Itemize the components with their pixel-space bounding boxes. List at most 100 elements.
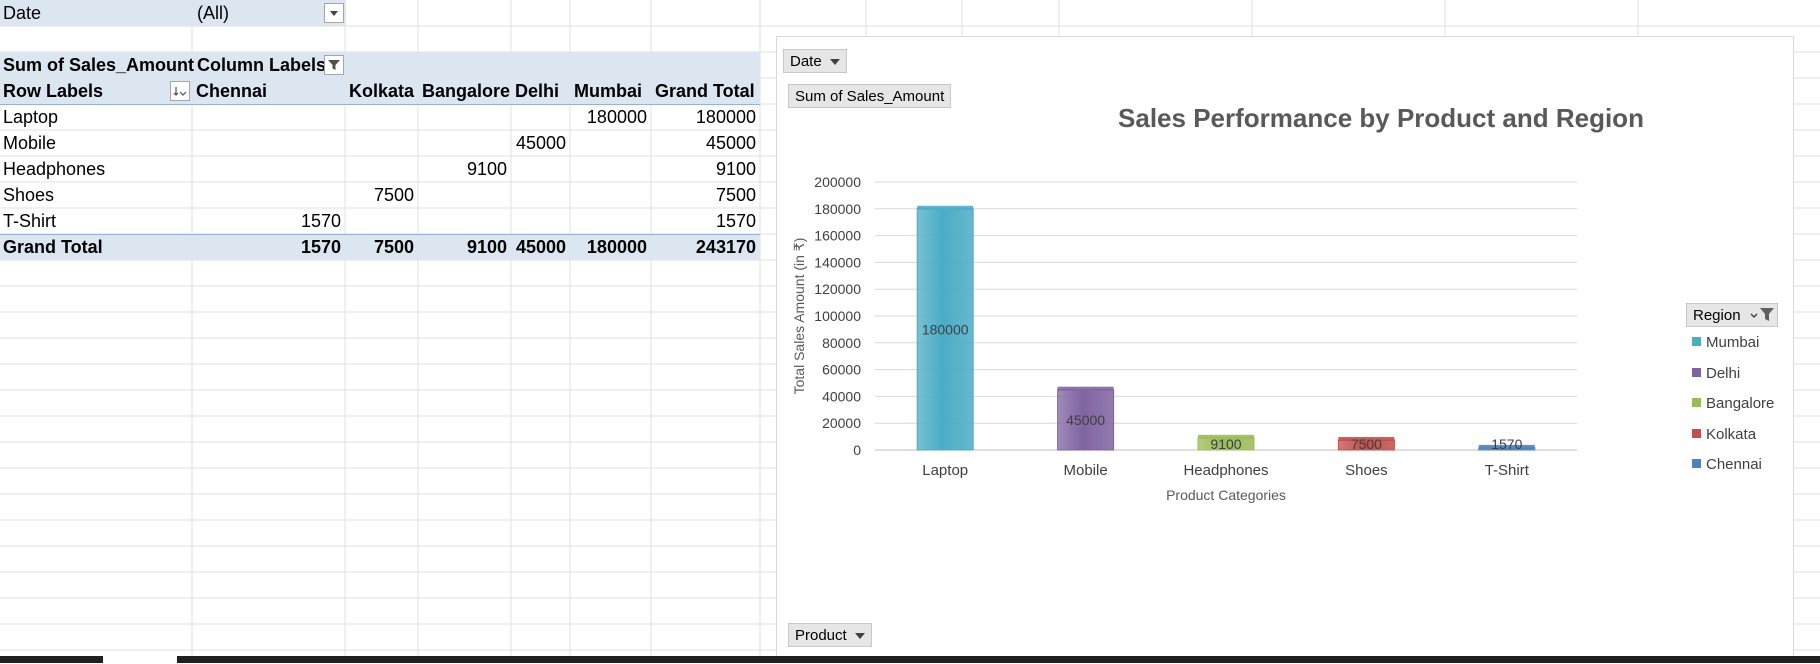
chevron-down-icon xyxy=(854,633,865,640)
chart-value-field-button[interactable]: Sum of Sales_Amount xyxy=(788,84,952,108)
column-header-grand-total: Grand Total xyxy=(655,81,755,101)
y-tick-label: 160000 xyxy=(814,228,861,244)
bar-mobile xyxy=(1057,386,1115,451)
bar-top-cap xyxy=(1198,434,1254,439)
chart-value-label: Sum of Sales_Amount xyxy=(795,88,945,105)
chart-product-filter-button[interactable]: Product xyxy=(788,623,872,647)
pivot-value-cell xyxy=(511,156,566,182)
pivot-value-cell xyxy=(570,208,647,234)
pivot-value-cell xyxy=(570,156,647,182)
bar-top-cap xyxy=(917,205,974,210)
y-tick-label: 60000 xyxy=(822,362,861,378)
y-tick-label: 0 xyxy=(853,442,861,458)
pivot-header-band xyxy=(0,52,760,104)
grand-total-band xyxy=(0,234,760,260)
pivot-value-cell xyxy=(345,208,414,234)
legend-swatch xyxy=(1692,398,1701,407)
row-label: Laptop xyxy=(3,107,59,127)
legend-label: Delhi xyxy=(1706,364,1741,382)
filter-icon xyxy=(328,60,340,70)
bar-headphones xyxy=(1197,434,1255,451)
pivot-value-cell: 9100 xyxy=(466,159,507,179)
bar-t-shirt xyxy=(1478,444,1536,451)
column-header-chennai: Chennai xyxy=(196,81,268,101)
y-tick-label: 120000 xyxy=(814,281,861,297)
bar-laptop xyxy=(916,205,974,451)
bar-top-cap xyxy=(1478,444,1535,449)
pivot-value-cell xyxy=(192,182,341,208)
x-tick-label: Shoes xyxy=(1345,462,1388,479)
chart-plot: Sales Performance by Product and Region 0… xyxy=(791,103,1644,503)
pivot-value-cell: 7500 xyxy=(715,185,756,205)
x-axis-label: Product Categories xyxy=(1166,487,1286,503)
y-tick-label: 100000 xyxy=(814,308,861,324)
pivot-value-cell xyxy=(418,208,507,234)
pivot-value-cell: 180000 xyxy=(695,107,756,127)
row-labels-header: Row Labels xyxy=(3,81,104,101)
grand-total-cell: 7500 xyxy=(373,237,414,257)
pivot-value-cell: 45000 xyxy=(705,133,756,153)
legend-label: Chennai xyxy=(1706,456,1762,473)
pivot-value-cell xyxy=(570,182,647,208)
pivot-header-separator xyxy=(0,104,760,105)
y-tick-label: 20000 xyxy=(822,415,861,431)
y-tick-label: 140000 xyxy=(814,254,861,270)
legend-label: Kolkata xyxy=(1706,425,1757,443)
legend-item-delhi: Delhi xyxy=(1692,365,1740,382)
pivot-value-cell: 45000 xyxy=(515,133,566,153)
legend-label: Mumbai xyxy=(1706,334,1760,351)
legend-label: Bangalore xyxy=(1706,395,1775,412)
row-labels-sort-button[interactable] xyxy=(170,81,190,101)
row-label: Shoes xyxy=(3,185,55,205)
filter-dropdown-button[interactable] xyxy=(324,3,344,23)
grand-total-cell: 45000 xyxy=(515,237,566,257)
grand-total-cell: 9100 xyxy=(466,237,507,257)
pivot-value-cell xyxy=(192,130,341,156)
pivot-value-cell: 180000 xyxy=(586,107,647,127)
chart-date-label: Date xyxy=(790,53,822,70)
chart-product-label: Product xyxy=(795,627,847,644)
data-label: 45000 xyxy=(1066,412,1105,428)
pivot-value-cell xyxy=(570,130,647,156)
y-tick-label: 200000 xyxy=(814,174,861,190)
legend-swatch xyxy=(1692,337,1701,346)
legend-item-mumbai: Mumbai xyxy=(1692,334,1759,351)
pivot-value-cell: 7500 xyxy=(373,185,414,205)
y-tick-label: 80000 xyxy=(822,335,861,351)
bar-top-cap xyxy=(1338,436,1395,441)
data-label: 180000 xyxy=(922,321,969,337)
sheet-tab-gap xyxy=(103,656,177,663)
column-labels-header: Column Labels xyxy=(197,55,327,75)
pivot-value-cell xyxy=(345,130,414,156)
pivot-value-cell xyxy=(418,104,507,130)
legend-item-bangalore: Bangalore xyxy=(1692,395,1774,412)
pivot-value-cell xyxy=(192,104,341,130)
grand-total-label: Grand Total xyxy=(3,237,103,257)
column-labels-filter-button[interactable] xyxy=(324,55,344,75)
bar-shoes xyxy=(1337,436,1395,451)
filter-icon xyxy=(1750,308,1774,321)
column-header-bangalore: Bangalore xyxy=(422,81,511,101)
filter-value[interactable]: (All) xyxy=(197,3,229,23)
x-tick-label: Headphones xyxy=(1183,462,1268,479)
column-header-mumbai: Mumbai xyxy=(574,81,643,101)
pivot-value-cell xyxy=(345,156,414,182)
column-header-kolkata: Kolkata xyxy=(349,81,415,101)
chart-date-filter-button[interactable]: Date xyxy=(783,49,847,73)
chart-region-filter-button[interactable]: Region xyxy=(1686,303,1778,327)
values-header: Sum of Sales_Amount xyxy=(3,55,195,75)
bar-body xyxy=(916,208,974,451)
data-label: 1570 xyxy=(1491,436,1522,452)
grand-total-separator xyxy=(0,234,760,235)
filter-label: Date xyxy=(3,3,42,23)
sheet-tab-bar xyxy=(0,656,1820,663)
x-tick-label: Mobile xyxy=(1064,462,1108,479)
data-label: 7500 xyxy=(1351,436,1382,452)
row-label: T-Shirt xyxy=(3,211,57,231)
pivot-value-cell xyxy=(418,130,507,156)
y-tick-label: 180000 xyxy=(814,201,861,217)
pivot-chart[interactable]: Sales Performance by Product and Region 0… xyxy=(776,36,1794,663)
grand-total-cell: 180000 xyxy=(586,237,647,257)
legend-swatch xyxy=(1692,367,1701,377)
pivot-value-cell: 1570 xyxy=(300,211,341,231)
